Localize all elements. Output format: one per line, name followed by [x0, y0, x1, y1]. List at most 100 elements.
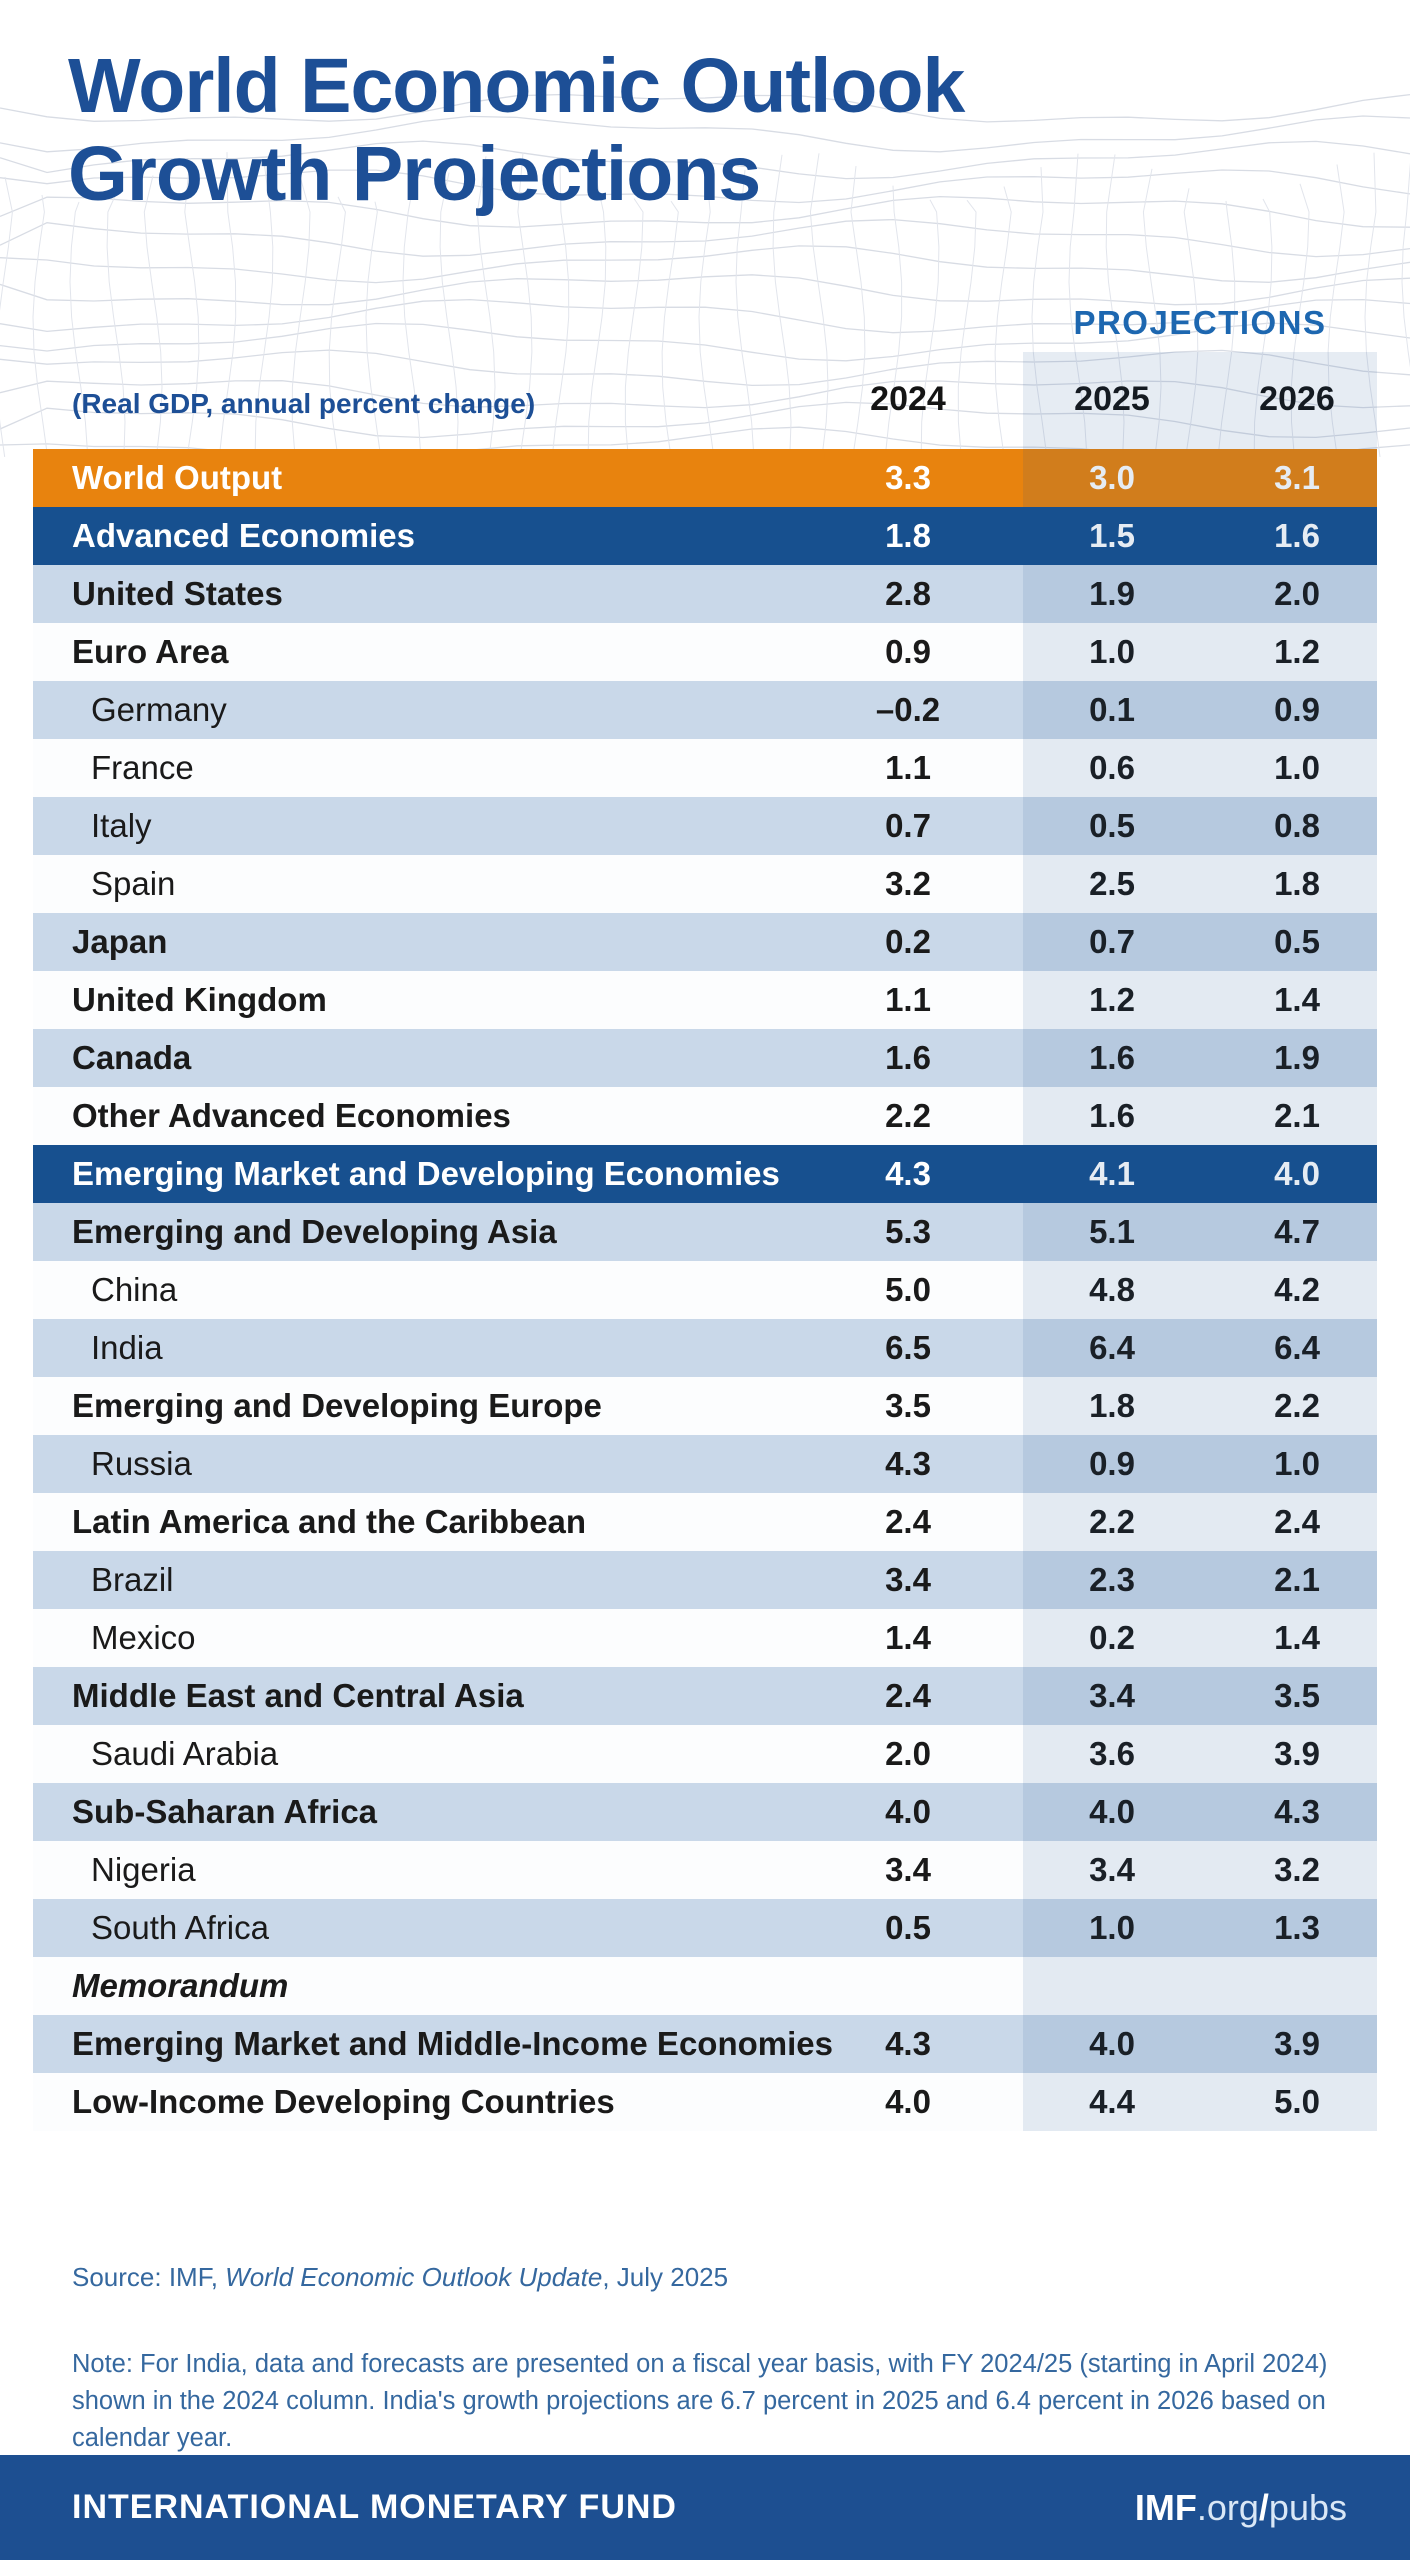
table-row: World Output 3.3 3.0 3.1	[33, 449, 1377, 507]
row-value-2024: 1.6	[885, 1039, 931, 1076]
row-label: France	[91, 749, 194, 786]
table-row: Emerging Market and Middle-Income Econom…	[33, 2015, 1377, 2073]
projections-label: PROJECTIONS	[1073, 304, 1327, 341]
row-value-2025: 1.9	[1089, 575, 1135, 612]
table-row: South Africa 0.5 1.0 1.3	[33, 1899, 1377, 1957]
imf-url: IMF.org/pubs	[1135, 2487, 1347, 2529]
row-value-2026: 0.9	[1274, 691, 1320, 728]
row-value-2025: 0.9	[1089, 1445, 1135, 1482]
note-text: Note: For India, data and forecasts are …	[72, 2350, 1328, 2452]
imf-url-imf: IMF	[1134, 2486, 1197, 2528]
row-value-2025: 3.4	[1089, 1851, 1135, 1888]
table-row: Memorandum	[33, 1957, 1377, 2015]
row-label: Euro Area	[72, 633, 229, 670]
row-label: United States	[72, 575, 283, 612]
row-value-2024: 2.4	[885, 1677, 931, 1714]
row-value-2024: 3.2	[885, 865, 931, 902]
row-value-2025: 1.5	[1089, 517, 1135, 554]
table-row: Saudi Arabia 2.0 3.6 3.9	[33, 1725, 1377, 1783]
table-row: Other Advanced Economies 2.2 1.6 2.1	[33, 1087, 1377, 1145]
row-value-2025: 4.1	[1089, 1155, 1135, 1192]
row-value-2024: 3.4	[885, 1851, 931, 1888]
row-value-2024: 4.0	[885, 1793, 931, 1830]
row-label: Japan	[72, 923, 168, 960]
table-row: Low-Income Developing Countries 4.0 4.4 5.0	[33, 2073, 1377, 2131]
row-value-2026: 4.3	[1274, 1793, 1320, 1830]
row-value-2026: 1.4	[1274, 981, 1320, 1018]
row-value-2026: 3.1	[1274, 459, 1320, 496]
row-value-2025: 1.0	[1089, 633, 1135, 670]
table-row: Russia 4.3 0.9 1.0	[33, 1435, 1377, 1493]
row-value-2025: 4.8	[1089, 1271, 1135, 1308]
row-label: Sub-Saharan Africa	[72, 1793, 378, 1830]
row-value-2025: 1.6	[1089, 1039, 1135, 1076]
row-value-2025: 3.4	[1089, 1677, 1135, 1714]
row-value-2025: 2.5	[1089, 865, 1135, 902]
row-value-2026: 0.8	[1274, 807, 1320, 844]
row-value-2024: 2.2	[885, 1097, 931, 1134]
column-header-2024: 2024	[870, 380, 946, 418]
row-label: Mexico	[91, 1619, 196, 1656]
row-label: China	[91, 1271, 178, 1308]
source-suffix: , July 2025	[602, 2262, 729, 2292]
row-label: Canada	[72, 1039, 192, 1076]
row-value-2025: 0.7	[1089, 923, 1135, 960]
row-value-2025: 0.5	[1089, 807, 1135, 844]
row-value-2026: 1.0	[1274, 1445, 1320, 1482]
row-value-2026: 5.0	[1274, 2083, 1320, 2120]
row-label: World Output	[72, 459, 283, 496]
table-row: Sub-Saharan Africa 4.0 4.0 4.3	[33, 1783, 1377, 1841]
row-label: Nigeria	[91, 1851, 196, 1888]
row-value-2026: 3.9	[1274, 2025, 1320, 2062]
row-value-2024: 0.5	[885, 1909, 931, 1946]
row-value-2025: 1.8	[1089, 1387, 1135, 1424]
page-title-line1: World Economic Outlook	[68, 43, 965, 129]
row-value-2025: 1.0	[1089, 1909, 1135, 1946]
row-value-2024: 4.3	[885, 1445, 931, 1482]
row-value-2024: 3.4	[885, 1561, 931, 1598]
row-value-2025: 0.6	[1089, 749, 1135, 786]
row-value-2026: 1.4	[1274, 1619, 1320, 1656]
row-value-2026: 2.1	[1274, 1561, 1320, 1598]
row-value-2026: 3.5	[1274, 1677, 1320, 1714]
table-row: Emerging and Developing Europe 3.5 1.8 2.2	[33, 1377, 1377, 1435]
row-value-2025: 5.1	[1089, 1213, 1135, 1250]
row-label: Spain	[91, 865, 176, 902]
row-label: Other Advanced Economies	[72, 1097, 511, 1134]
imf-wordmark: INTERNATIONAL MONETARY FUND	[72, 2488, 677, 2526]
row-value-2025: 0.2	[1089, 1619, 1135, 1656]
row-value-2026: 2.0	[1274, 575, 1320, 612]
table-row: France 1.1 0.6 1.0	[33, 739, 1377, 797]
row-label: Russia	[91, 1445, 192, 1482]
table-row: Latin America and the Caribbean 2.4 2.2 2.4	[33, 1493, 1377, 1551]
row-label: Emerging Market and Middle-Income Econom…	[72, 2025, 833, 2062]
table-row: United States 2.8 1.9 2.0	[33, 565, 1377, 623]
row-value-2026: 4.0	[1274, 1155, 1320, 1192]
row-label: Germany	[91, 691, 227, 728]
table-row: China 5.0 4.8 4.2	[33, 1261, 1377, 1319]
row-label: Brazil	[91, 1561, 174, 1598]
row-value-2024: 1.4	[885, 1619, 931, 1656]
row-value-2025: 4.4	[1089, 2083, 1135, 2120]
row-value-2025: 1.2	[1089, 981, 1135, 1018]
table-row: Mexico 1.4 0.2 1.4	[33, 1609, 1377, 1667]
row-value-2026: 1.2	[1274, 633, 1320, 670]
page-title: World Economic Outlook Growth Projections	[68, 42, 965, 218]
row-value-2024: 6.5	[885, 1329, 931, 1366]
row-value-2024: 4.3	[885, 1155, 931, 1192]
table-row: United Kingdom 1.1 1.2 1.4	[33, 971, 1377, 1029]
page-title-line2: Growth Projections	[68, 131, 761, 217]
growth-projections-table: World Output 3.3 3.0 3.1 Advanced Economies 1…	[33, 449, 1377, 2131]
table-row: Emerging and Developing Asia 5.3 5.1 4.7	[33, 1203, 1377, 1261]
imf-url-org: .org	[1196, 2486, 1259, 2528]
row-label: India	[91, 1329, 163, 1366]
row-value-2025: 3.6	[1089, 1735, 1135, 1772]
row-value-2025: 4.0	[1089, 1793, 1135, 1830]
row-value-2026: 4.2	[1274, 1271, 1320, 1308]
column-header-2026: 2026	[1259, 380, 1335, 418]
row-value-2024: 1.1	[885, 981, 931, 1018]
row-value-2024: 2.0	[885, 1735, 931, 1772]
row-value-2025: 6.4	[1089, 1329, 1135, 1366]
row-value-2026: 0.5	[1274, 923, 1320, 960]
table-row: Nigeria 3.4 3.4 3.2	[33, 1841, 1377, 1899]
